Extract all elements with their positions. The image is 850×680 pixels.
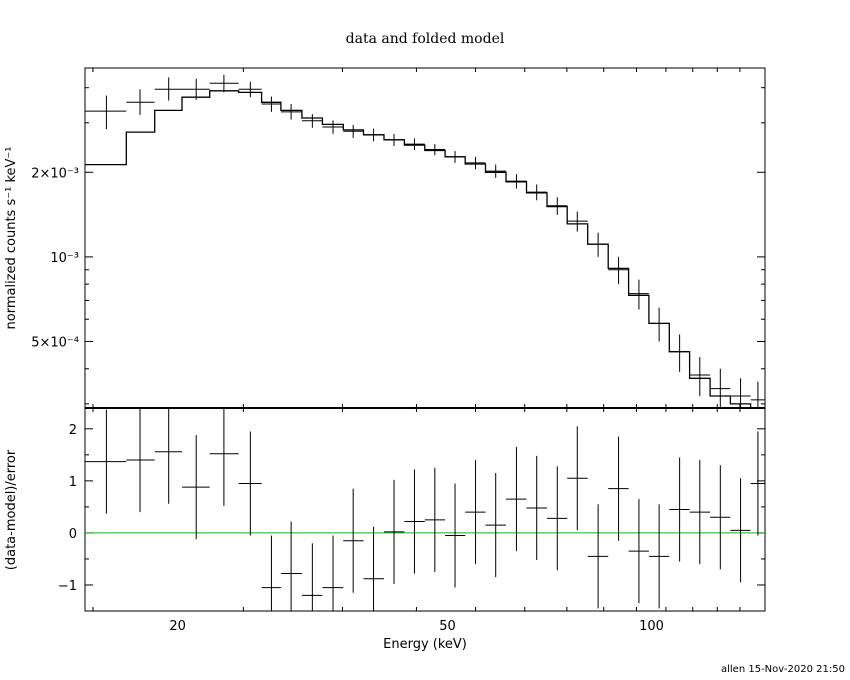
x-axis-label: Energy (keV)	[383, 637, 467, 652]
residual-point	[154, 408, 183, 504]
data-point	[648, 307, 670, 342]
top-y-tick-label: 10⁻³	[50, 251, 79, 266]
data-point	[280, 103, 302, 120]
top-panel-frame	[84, 67, 766, 409]
residual-point	[506, 447, 527, 552]
bottom-panel: 2 1 0 −1 (data-model)/error	[4, 407, 766, 612]
residual-point	[182, 435, 210, 540]
data-point	[465, 156, 486, 170]
data-point	[343, 124, 364, 138]
top-y-tick-labels: 2×10⁻³ 10⁻³ 5×10⁻⁴	[31, 166, 79, 350]
residual-point	[465, 460, 486, 565]
residual-point	[648, 504, 670, 609]
bottom-y-tick-label: 1	[69, 475, 77, 490]
x-tick-label: 100	[639, 619, 664, 634]
data-point	[301, 114, 323, 128]
residual-point	[424, 467, 446, 572]
data-point	[322, 120, 344, 134]
bottom-y-tick-label: 2	[69, 423, 77, 438]
bottom-y-tick-label: 0	[69, 527, 77, 542]
data-point	[445, 151, 466, 163]
residual-point	[322, 535, 344, 611]
data-point	[182, 78, 210, 100]
residual-point	[126, 408, 155, 513]
residual-point	[485, 473, 507, 578]
residual-point	[363, 526, 384, 611]
data-point	[126, 89, 155, 115]
data-points	[85, 74, 765, 408]
bottom-y-tick-label: −1	[58, 579, 77, 594]
residual-point	[689, 460, 711, 565]
data-point	[750, 381, 765, 408]
data-point	[567, 211, 588, 232]
residual-point	[343, 488, 364, 593]
data-point	[404, 138, 425, 151]
folded-model	[85, 90, 765, 409]
data-point	[689, 357, 711, 396]
data-point	[363, 128, 384, 142]
residual-point	[608, 436, 629, 541]
x-tick-label: 50	[439, 619, 456, 634]
residual-point	[238, 431, 262, 536]
data-point	[546, 197, 568, 215]
data-point	[710, 368, 731, 408]
data-point	[383, 133, 405, 147]
data-point	[506, 174, 527, 189]
data-point	[261, 96, 281, 112]
residual-point	[669, 457, 690, 562]
data-point	[154, 77, 183, 101]
residual-point	[628, 499, 649, 604]
top-y-tick-label: 5×10⁻⁴	[31, 336, 79, 351]
residual-point	[280, 521, 302, 611]
residual-points	[85, 408, 765, 611]
bottom-y-tick-labels: 2 1 0 −1	[58, 423, 77, 594]
chart-title: data and folded model	[346, 31, 505, 47]
data-point	[526, 184, 547, 201]
residual-point	[567, 426, 588, 531]
residual-point	[383, 479, 405, 584]
residual-point	[730, 478, 751, 583]
residual-point	[209, 408, 239, 506]
data-point	[209, 74, 239, 93]
model-step-line	[85, 90, 765, 409]
data-point	[628, 279, 649, 310]
data-point	[669, 334, 690, 372]
x-tick-labels: 20 50 100	[169, 619, 664, 634]
residual-point	[261, 535, 281, 611]
data-point	[587, 232, 609, 257]
bottom-y-axis-label: (data-model)/error	[4, 449, 19, 570]
residual-point	[750, 431, 765, 536]
residual-point	[546, 466, 568, 571]
residual-point	[710, 465, 731, 570]
x-tick-label: 20	[169, 619, 186, 634]
bottom-panel-frame	[84, 407, 766, 612]
top-tick-marks	[85, 68, 765, 409]
footer-stamp: allen 15-Nov-2020 21:50	[721, 664, 845, 675]
residual-point	[301, 543, 323, 611]
data-point	[730, 378, 751, 408]
top-panel: 2×10⁻³ 10⁻³ 5×10⁻⁴ normalized counts s⁻¹ k…	[4, 67, 766, 409]
residual-point	[445, 483, 466, 588]
data-point	[485, 164, 507, 178]
top-y-axis-label: normalized counts s⁻¹ keV⁻¹	[4, 147, 19, 330]
residual-point	[587, 504, 609, 609]
data-point	[424, 144, 446, 156]
data-point	[238, 81, 262, 98]
residual-point	[526, 455, 547, 560]
residual-point	[85, 409, 127, 514]
data-point	[608, 256, 629, 285]
bottom-tick-marks	[85, 408, 765, 612]
residual-point	[404, 469, 425, 574]
data-point	[85, 95, 127, 130]
top-y-tick-label: 2×10⁻³	[31, 166, 79, 181]
